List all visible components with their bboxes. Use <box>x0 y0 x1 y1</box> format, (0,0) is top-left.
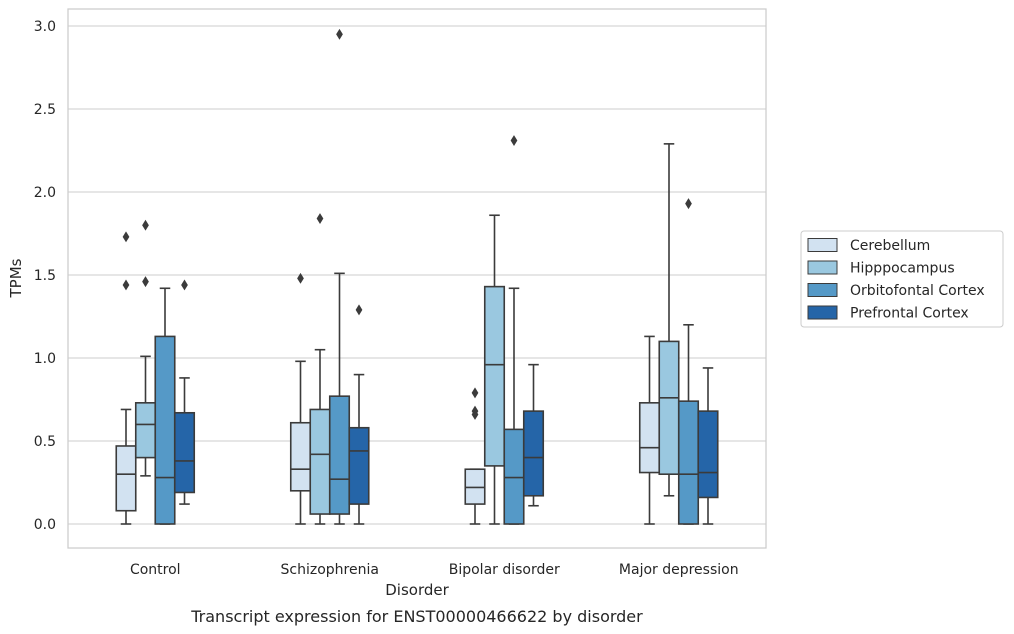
y-tick-label: 0.5 <box>34 434 56 450</box>
legend-label: Cerebellum <box>850 238 930 254</box>
box-iqr <box>464 468 486 505</box>
outlier-point <box>122 279 130 291</box>
x-axis-label: Disorder <box>385 581 449 599</box>
box-iqr <box>483 285 506 467</box>
outlier-point <box>297 272 304 284</box>
box-prefrontal-cortex <box>522 363 545 507</box>
y-tick-labels: 0.0 0.5 1.0 1.5 2.0 2.5 3.0 <box>34 19 56 533</box>
outlier-point <box>122 231 130 243</box>
y-axis-label: TPMs <box>7 258 25 298</box>
box-cerebellum <box>638 335 661 525</box>
box-hipppocampus <box>483 214 506 525</box>
legend-label: Prefrontal Cortex <box>850 306 969 322</box>
y-tick-label: 2.5 <box>34 102 56 118</box>
y-tick-label: 1.0 <box>34 351 56 367</box>
outlier-point <box>142 276 149 288</box>
box-iqr <box>328 395 351 515</box>
box-orbitofontal-cortex <box>328 28 351 525</box>
box-groups <box>115 28 719 525</box>
box-iqr <box>348 426 370 505</box>
box-iqr <box>638 402 661 474</box>
box-iqr <box>677 400 700 525</box>
box-iqr <box>115 445 137 512</box>
box-cerebellum <box>289 272 312 525</box>
outlier-point <box>336 28 343 40</box>
box-prefrontal-cortex <box>348 304 370 525</box>
legend-swatch <box>807 283 838 297</box>
box-orbitofontal-cortex <box>677 198 700 525</box>
x-tick-labels: Control Schizophrenia Bipolar disorder Majo… <box>130 562 739 578</box>
box-iqr <box>134 402 157 459</box>
box-iqr <box>503 428 525 525</box>
y-tick-label: 1.5 <box>34 268 56 284</box>
outlier-point <box>355 304 363 316</box>
box-cerebellum <box>464 387 486 525</box>
y-tick-label: 2.0 <box>34 185 56 201</box>
outlier-point <box>471 387 479 399</box>
legend-frame <box>800 230 1004 328</box>
legend-label: Hipppocampus <box>850 261 955 277</box>
y-tick-label: 0.0 <box>34 517 56 533</box>
chart-caption: Transcript expression for ENST0000046662… <box>190 607 643 626</box>
outlier-point <box>685 198 692 210</box>
box-iqr <box>658 340 680 475</box>
box-hipppocampus <box>134 219 157 477</box>
box-hipppocampus <box>658 143 680 497</box>
x-tick-label: Bipolar disorder <box>449 562 560 578</box>
outlier-point <box>181 279 188 291</box>
box-hipppocampus <box>309 213 331 525</box>
outlier-point <box>510 135 518 146</box>
legend-swatch <box>807 238 838 252</box>
plot-frame <box>67 8 767 549</box>
legend-label: Orbitofontal Cortex <box>850 283 985 299</box>
box-iqr <box>289 421 312 492</box>
box-iqr <box>154 335 176 525</box>
box-iqr <box>309 408 331 515</box>
box-iqr <box>697 410 719 499</box>
outlier-point <box>471 405 479 417</box>
x-tick-label: Schizophrenia <box>281 562 379 578</box>
legend-swatch <box>807 260 838 275</box>
legend-swatch <box>807 305 838 320</box>
x-tick-label: Control <box>130 562 181 578</box>
box-prefrontal-cortex <box>697 367 719 525</box>
box-prefrontal-cortex <box>173 279 196 505</box>
y-tick-label: 3.0 <box>34 19 56 35</box>
legend: Cerebellum Hipppocampus Orbitofontal Corte… <box>800 230 1004 328</box>
outlier-point <box>142 219 149 231</box>
box-iqr <box>522 410 545 497</box>
box-cerebellum <box>115 231 137 525</box>
box-orbitofontal-cortex <box>154 287 176 525</box>
box-iqr <box>173 411 196 494</box>
box-orbitofontal-cortex <box>503 135 525 525</box>
x-tick-label: Major depression <box>619 562 739 578</box>
outlier-point <box>316 213 324 225</box>
